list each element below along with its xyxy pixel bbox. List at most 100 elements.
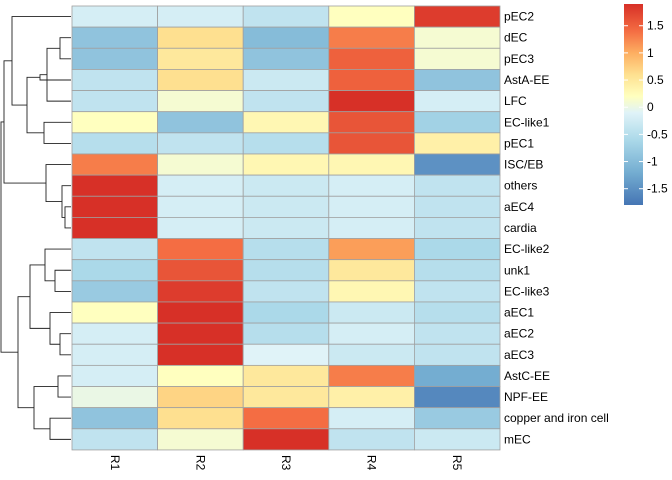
heatmap-cell [413, 238, 501, 261]
heatmap-cell [157, 174, 244, 197]
heatmap-cell [157, 216, 244, 239]
heatmap-cell [71, 153, 158, 176]
heatmap-cell [157, 132, 244, 155]
heatmap-cell [413, 195, 501, 218]
dendrogram-branch [49, 417, 71, 440]
heatmap-cell [157, 111, 244, 134]
dendrogram-branch [59, 333, 71, 356]
dendrogram-branch [54, 269, 71, 292]
heatmap-cell [157, 90, 244, 113]
heatmap-cell [242, 111, 330, 134]
row-label: aEC1 [504, 306, 534, 320]
row-label: ISC/EB [504, 158, 543, 172]
row-label: cardia [504, 221, 537, 235]
legend-tick-label: -1.5 [647, 182, 668, 196]
heatmap-cell [242, 301, 330, 324]
heatmap-cell [71, 26, 158, 49]
heatmap-cell [328, 174, 415, 197]
row-label: EC-like3 [504, 284, 550, 298]
heatmap-cell [413, 407, 501, 430]
heatmap-cell [413, 280, 501, 303]
heatmap-cell [413, 259, 501, 282]
legend-tick-label: 0 [647, 100, 654, 114]
row-label: aEC4 [504, 200, 534, 214]
legend-tick-label: 1.5 [647, 19, 664, 33]
heatmap-cell [413, 174, 501, 197]
legend-tick-label: -0.5 [647, 127, 668, 141]
heatmap-cell [413, 69, 501, 91]
heatmap-cell [242, 47, 330, 70]
heatmap-cell [242, 322, 330, 345]
dendrogram-branch [57, 375, 71, 398]
legend-tick-label: 1 [647, 46, 654, 60]
heatmap-cell [157, 195, 244, 218]
row-label: copper and iron cell [504, 411, 609, 425]
legend-tick-label: -1 [647, 155, 658, 169]
dendrogram-branch [49, 312, 71, 345]
row-label: aEC2 [504, 327, 534, 341]
heatmap-cell [242, 364, 330, 387]
heatmap-cell [242, 26, 330, 49]
heatmap-cell [328, 26, 415, 49]
heatmap-cell [157, 386, 244, 409]
row-label: others [504, 179, 537, 193]
heatmap-cell [413, 47, 501, 70]
heatmap-cell [242, 386, 330, 409]
heatmap-cell [328, 364, 415, 387]
heatmap-cell [157, 428, 244, 451]
column-label: R3 [279, 455, 293, 471]
heatmap-cell [413, 343, 501, 366]
heatmap-cell [71, 238, 158, 261]
heatmap-cell [71, 69, 158, 91]
heatmap-cell [413, 364, 501, 387]
legend-tick-label: 0.5 [647, 73, 664, 87]
heatmap-cell [328, 301, 415, 324]
heatmap-cell [71, 301, 158, 324]
heatmap-cell [328, 216, 415, 239]
heatmap-cell [328, 386, 415, 409]
heatmap-cell [242, 153, 330, 176]
row-label: pEC3 [504, 52, 534, 66]
heatmap-cell [71, 322, 158, 345]
dendrogram-branch [46, 47, 71, 102]
heatmap-cell [71, 195, 158, 218]
heatmap-cell [328, 343, 415, 366]
heatmap-cell [413, 5, 501, 28]
heatmap-cell [71, 428, 158, 451]
dendrogram-branch [59, 37, 71, 60]
heatmap-cell [328, 111, 415, 134]
dendrogram-branch [39, 74, 71, 81]
row-label: pEC1 [504, 136, 534, 150]
column-labels: R1 R2 R3 R4 R5 [108, 455, 464, 471]
column-label: R1 [108, 455, 122, 471]
heatmap-cell [242, 343, 330, 366]
heatmap-cell [328, 47, 415, 70]
row-label: LFC [504, 94, 527, 108]
row-label: EC-like2 [504, 242, 550, 256]
heatmap-cell [157, 5, 244, 28]
row-label: dEC [504, 31, 528, 45]
dendrogram-branch [33, 386, 58, 430]
heatmap-cell [328, 153, 415, 176]
row-label: AstA-EE [504, 73, 549, 87]
heatmap-cell [413, 90, 501, 113]
heatmap-cell [328, 407, 415, 430]
dendrogram-branch [29, 264, 50, 329]
heatmap-cell [71, 47, 158, 70]
heatmap-cell [71, 132, 158, 155]
heatmap-cell [328, 195, 415, 218]
heatmap-cell [157, 47, 244, 70]
row-label: NPF-EE [504, 390, 548, 404]
row-dendrogram [0, 16, 71, 440]
heatmap-cell [242, 5, 330, 28]
heatmap-cell [242, 280, 330, 303]
heatmap-cell [157, 322, 244, 345]
row-label: AstC-EE [504, 369, 550, 383]
heatmap-cell [157, 280, 244, 303]
heatmap-cell [413, 216, 501, 239]
dendrogram-branch [44, 248, 71, 282]
heatmap-cell [242, 195, 330, 218]
heatmap-cell [413, 132, 501, 155]
heatmap-cell [71, 386, 158, 409]
